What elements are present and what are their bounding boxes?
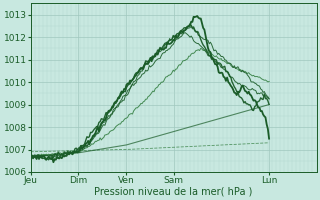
X-axis label: Pression niveau de la mer( hPa ): Pression niveau de la mer( hPa ) <box>94 187 253 197</box>
